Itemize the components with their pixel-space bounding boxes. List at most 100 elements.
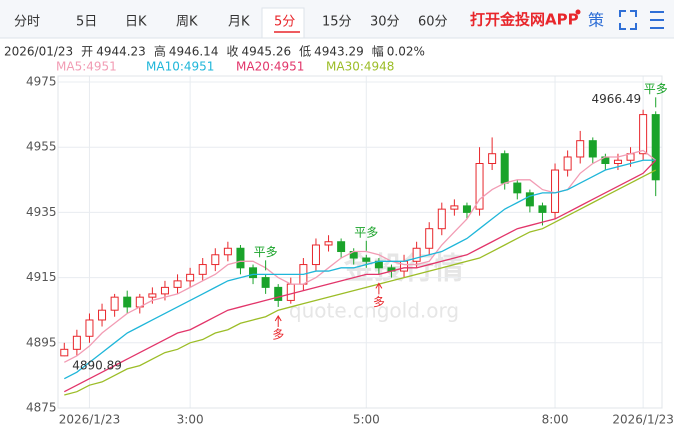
legend-value: 4948 — [364, 60, 395, 74]
info-high: 4946.14 — [169, 45, 219, 59]
legend-name: MA5 — [56, 60, 82, 74]
candle-body — [500, 153, 509, 184]
candle-body — [425, 228, 434, 249]
legend-value: 4951 — [274, 60, 305, 74]
candle-body — [60, 348, 69, 357]
signal-arrowhead — [274, 314, 282, 322]
strategy-button[interactable]: 策 — [588, 11, 604, 30]
candle-body — [576, 140, 585, 158]
candle-body — [639, 114, 648, 155]
candle-body — [286, 283, 295, 301]
candle-body — [98, 309, 107, 321]
x-tick-label: 3:00 — [177, 413, 204, 427]
legend-value: 4951 — [184, 60, 215, 74]
signal-label: 多 — [373, 295, 385, 309]
candle-body — [123, 296, 132, 308]
legend-sep: : — [180, 60, 184, 74]
candle-body — [538, 205, 547, 213]
legend-sep: : — [82, 60, 86, 74]
info-close: 4945.26 — [241, 45, 291, 59]
ma-line — [64, 169, 657, 396]
candle-body — [173, 280, 182, 288]
candle-body — [362, 257, 371, 262]
tab[interactable]: 5日 — [76, 15, 97, 30]
candle-body — [160, 286, 169, 295]
fullscreen-icon[interactable] — [619, 10, 637, 30]
max-label: 4966.49 — [592, 92, 642, 106]
tab[interactable]: 周K — [176, 15, 198, 30]
candle-body — [475, 163, 484, 210]
y-tick-label: 4955 — [26, 140, 57, 154]
candle-body — [651, 114, 660, 181]
y-tick-label: 4895 — [26, 335, 57, 349]
tab[interactable]: 月K — [228, 15, 250, 30]
info-low-label: 低 — [299, 45, 311, 59]
candle-body — [110, 296, 119, 311]
signal-arrowhead — [375, 282, 383, 289]
tab[interactable]: 日K — [125, 15, 147, 30]
info-date: 2026/01/23 — [4, 45, 73, 59]
x-tick-label: 2026/1/23 — [612, 413, 674, 427]
legend-value: 4951 — [86, 60, 117, 74]
x-tick-label: 5:00 — [353, 413, 380, 427]
candle-body — [72, 335, 81, 350]
plot-frame — [57, 75, 663, 409]
candle-body — [148, 293, 157, 298]
legend-sep: : — [360, 60, 364, 74]
y-tick-label: 4935 — [26, 205, 57, 219]
signal-label: 平多 — [254, 245, 278, 259]
candle-body — [249, 267, 258, 279]
ma-line — [63, 159, 656, 380]
candle-body — [450, 205, 459, 210]
legend-name: MA30 — [326, 60, 360, 74]
ma-line — [63, 159, 657, 393]
signal-label: 平多 — [644, 82, 668, 96]
info-range: 0.02% — [387, 45, 425, 59]
candle-body — [588, 140, 597, 158]
y-tick-label: 4915 — [26, 270, 57, 284]
candle-body — [223, 247, 232, 256]
tab[interactable]: 5分 — [274, 15, 295, 30]
candle-body — [198, 264, 207, 275]
tab[interactable]: 30分 — [370, 15, 400, 30]
signal-label: 多 — [272, 327, 284, 341]
tab[interactable]: 分时 — [14, 15, 40, 30]
candle-body — [613, 159, 622, 165]
tab-active-bg — [261, 7, 305, 39]
candle-body — [400, 260, 409, 272]
legend-sep: : — [270, 60, 274, 74]
candle-body — [311, 244, 320, 266]
candle-body — [324, 241, 333, 246]
candle-body — [261, 277, 270, 288]
candle-body — [513, 182, 522, 194]
info-close-label: 收 — [226, 45, 238, 59]
signal-label: 平多 — [354, 225, 378, 239]
legend-name: MA20 — [236, 60, 270, 74]
watermark-url: quote.cngold.org — [289, 299, 459, 323]
candle-body — [563, 156, 572, 171]
candle-body — [337, 241, 346, 253]
info-open: 4944.23 — [96, 45, 146, 59]
info-low: 4943.29 — [314, 45, 364, 59]
info-high-label: 高 — [154, 44, 166, 59]
tab[interactable]: 15分 — [322, 15, 352, 30]
candle-body — [274, 286, 283, 301]
tab[interactable]: 60分 — [418, 15, 448, 30]
candle-body — [551, 169, 560, 213]
candle-body — [488, 153, 497, 165]
info-range-label: 幅 — [372, 44, 384, 59]
x-tick-label: 8:00 — [542, 413, 569, 427]
menu-icon[interactable] — [650, 11, 664, 29]
candle-body — [85, 319, 94, 337]
y-tick-label: 4875 — [26, 401, 57, 415]
y-tick-label: 4975 — [26, 75, 57, 89]
min-label: 4890.89 — [72, 359, 122, 373]
app-link[interactable]: 打开金投网APP — [470, 11, 579, 29]
legend-name: MA10 — [146, 60, 180, 74]
dot — [575, 9, 581, 15]
candle-body — [525, 192, 534, 207]
info-open-label: 开 — [81, 45, 93, 59]
candle-body — [211, 254, 220, 266]
